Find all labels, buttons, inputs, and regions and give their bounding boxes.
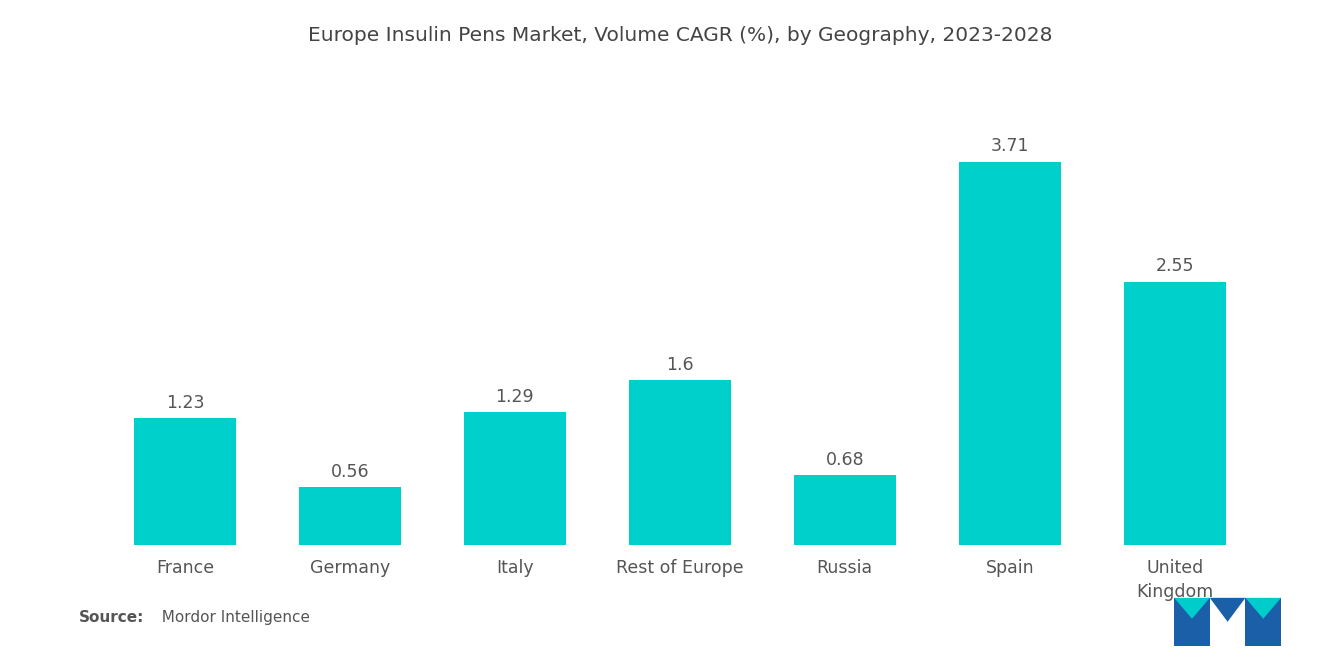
Bar: [133, 418, 236, 545]
Title: Europe Insulin Pens Market, Volume CAGR (%), by Geography, 2023-2028: Europe Insulin Pens Market, Volume CAGR …: [308, 26, 1052, 45]
Polygon shape: [1175, 598, 1209, 646]
Text: 2.55: 2.55: [1155, 257, 1193, 275]
Text: 1.29: 1.29: [495, 388, 535, 406]
Bar: [628, 380, 731, 545]
Text: 0.68: 0.68: [825, 451, 865, 469]
Text: 1.6: 1.6: [667, 356, 693, 374]
Text: Source:: Source:: [79, 610, 145, 625]
Polygon shape: [1246, 598, 1280, 618]
Bar: [463, 412, 566, 545]
Text: Mordor Intelligence: Mordor Intelligence: [152, 610, 310, 625]
Bar: [1123, 281, 1226, 545]
Text: 3.71: 3.71: [990, 137, 1030, 156]
Polygon shape: [1209, 598, 1246, 622]
Polygon shape: [1175, 598, 1209, 618]
Polygon shape: [1246, 598, 1280, 646]
Bar: [298, 487, 401, 545]
Bar: [958, 162, 1061, 545]
Text: 0.56: 0.56: [330, 463, 370, 481]
Text: 1.23: 1.23: [166, 394, 205, 412]
Bar: [793, 475, 896, 545]
